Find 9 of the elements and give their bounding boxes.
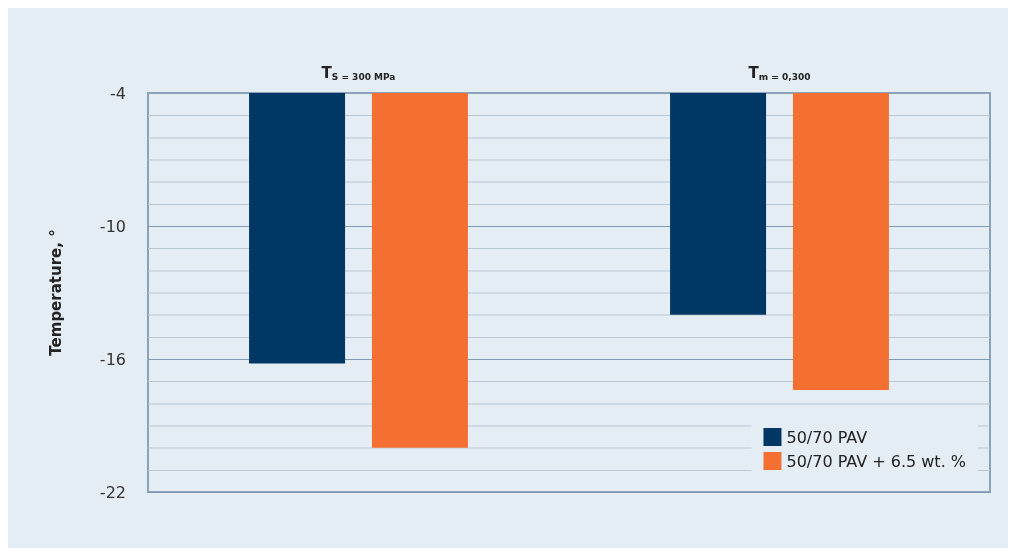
x-tick-label: Tm = 0,300 — [748, 63, 811, 82]
legend-label: 50/70 PAV + 6.5 wt. % — [786, 451, 966, 471]
legend-label: 50/70 PAV — [786, 427, 868, 447]
y-tick-label: -16 — [99, 349, 126, 369]
y-tick-label: -22 — [99, 482, 126, 502]
y-axis-title: Temperature, ° — [46, 229, 65, 356]
y-tick-label: -4 — [110, 83, 126, 103]
x-tick-label: TS = 300 MPa — [321, 63, 396, 82]
y-tick-label: -10 — [99, 216, 126, 236]
